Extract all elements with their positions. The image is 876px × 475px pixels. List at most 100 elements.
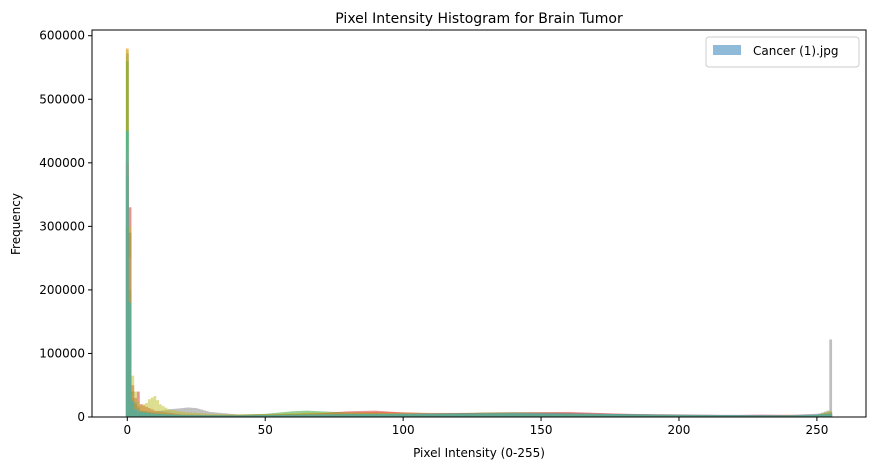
histogram-bar — [724, 415, 728, 417]
histogram-bar — [192, 407, 195, 417]
histogram-bar — [167, 409, 171, 417]
histogram-bar — [677, 414, 681, 417]
histogram-bar — [390, 413, 394, 417]
histogram-bar — [641, 414, 645, 417]
histogram-bar — [258, 415, 262, 417]
histogram-bar — [492, 413, 496, 417]
legend-label: Cancer (1).jpg — [753, 44, 838, 58]
histogram-bar — [142, 412, 146, 417]
histogram-bar — [349, 414, 353, 417]
chart-title: Pixel Intensity Histogram for Brain Tumo… — [335, 11, 623, 27]
histogram-bar — [387, 413, 391, 417]
histogram-bar — [412, 413, 416, 417]
histogram-bar — [581, 413, 584, 417]
histogram-bar — [407, 413, 411, 417]
histogram-bar — [638, 414, 642, 417]
histogram-bar — [495, 413, 499, 417]
histogram-bar — [252, 415, 256, 417]
histogram-bar — [658, 414, 662, 417]
histogram-bar — [313, 414, 317, 417]
histogram-bar — [429, 413, 433, 417]
histogram-bar — [539, 413, 543, 417]
histogram-bar — [374, 413, 377, 417]
histogram-bar — [597, 413, 601, 417]
histogram-bar — [230, 415, 234, 417]
histogram-bar — [164, 414, 168, 417]
histogram-bar — [567, 413, 571, 417]
histogram-bar — [178, 411, 182, 417]
histogram-bar — [285, 414, 289, 417]
histogram-bar — [208, 415, 212, 417]
histogram-bar — [473, 413, 477, 417]
histogram-bar — [134, 409, 137, 417]
histogram-bar — [578, 413, 582, 417]
histogram-bar — [467, 413, 471, 417]
histogram-bar — [310, 414, 314, 417]
histogram-bar — [338, 414, 342, 417]
histogram-bar — [379, 413, 383, 417]
x-tick-label: 200 — [668, 423, 691, 437]
histogram-bar — [172, 410, 176, 417]
histogram-bar — [316, 414, 320, 417]
histogram-bar — [225, 415, 228, 417]
x-axis-label: Pixel Intensity (0-255) — [413, 446, 545, 460]
histogram-bar — [627, 414, 631, 417]
histogram-bar — [765, 415, 769, 417]
histogram-bar — [324, 414, 328, 417]
histogram-bar — [688, 414, 692, 417]
histogram-bar — [683, 414, 686, 417]
histogram-bar — [509, 413, 513, 417]
histogram-bar — [211, 415, 215, 417]
histogram-bar — [484, 413, 488, 417]
histogram-bar — [622, 414, 626, 417]
histogram-bar — [459, 413, 463, 417]
histogram-bar — [404, 413, 408, 417]
histogram-bar — [277, 414, 281, 417]
histogram-bar — [536, 413, 540, 417]
histogram-bar — [175, 410, 179, 417]
histogram-bar — [746, 415, 750, 417]
histogram-bar — [760, 415, 764, 417]
histogram-bar — [172, 414, 176, 417]
histogram-bar — [134, 391, 137, 417]
histogram-bar — [826, 413, 830, 417]
y-tick-label: 200000 — [39, 283, 85, 297]
y-tick-label: 100000 — [39, 346, 85, 360]
histogram-bar — [189, 407, 193, 417]
histogram-bar — [754, 415, 758, 417]
histogram-bar — [727, 415, 731, 417]
histogram-bar — [233, 415, 237, 417]
y-tick-label: 0 — [77, 410, 85, 424]
y-tick-label: 600000 — [39, 29, 85, 43]
histogram-bar — [352, 414, 355, 417]
y-axis-label: Frequency — [9, 193, 23, 255]
histogram-bar — [592, 413, 595, 417]
histogram-bar — [307, 414, 311, 417]
histogram-bar — [718, 415, 722, 417]
histogram-bar — [763, 415, 766, 417]
histogram-bar — [305, 414, 308, 417]
histogram-bar — [531, 413, 535, 417]
histogram-bar — [321, 414, 325, 417]
histogram-bar — [236, 415, 240, 417]
histogram-bar — [561, 413, 565, 417]
histogram-bar — [288, 414, 292, 417]
histogram-bar — [280, 414, 284, 417]
histogram-bar — [804, 414, 808, 417]
histogram-bar — [136, 401, 140, 417]
histogram-bar — [707, 414, 711, 417]
histogram-bar — [666, 414, 670, 417]
histogram-bar — [768, 415, 772, 417]
histogram-bar — [363, 414, 366, 417]
x-tick-label: 250 — [805, 423, 828, 437]
histogram-bar — [785, 415, 788, 417]
histogram-bar — [227, 415, 231, 417]
histogram-bar — [782, 415, 786, 417]
histogram-bar — [694, 414, 697, 417]
histogram-bar — [156, 400, 160, 417]
x-tick-label: 50 — [258, 423, 273, 437]
histogram-bar — [357, 414, 361, 417]
histogram-bar — [192, 412, 195, 417]
